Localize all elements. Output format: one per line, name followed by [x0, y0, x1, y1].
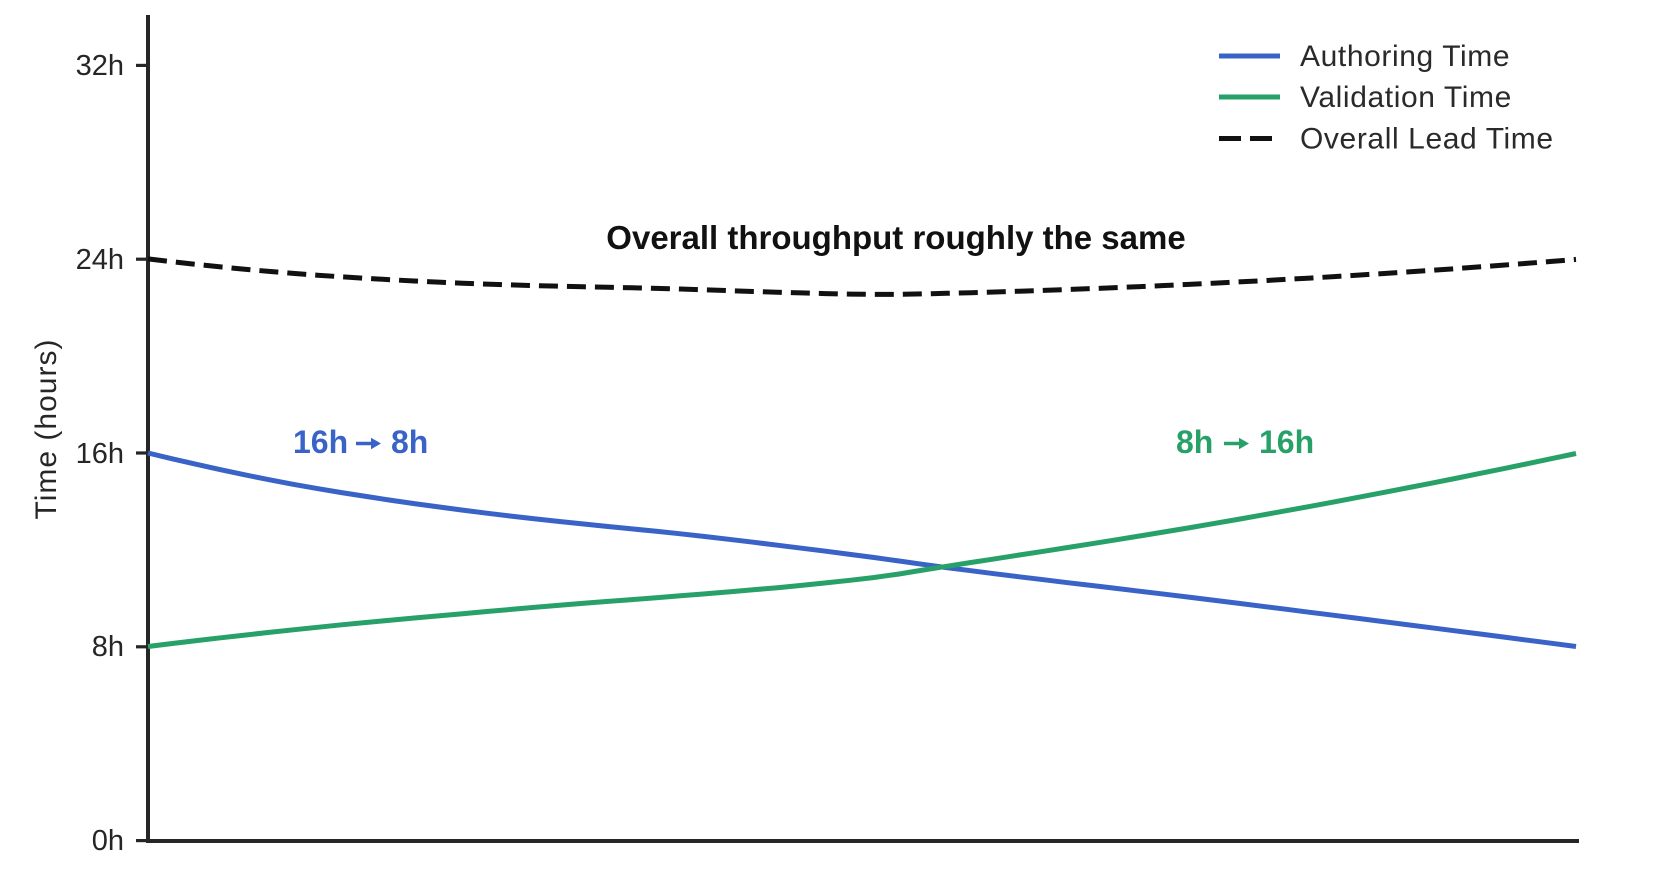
svg-text:0h: 0h [92, 825, 124, 857]
svg-text:16h: 16h [76, 438, 124, 470]
svg-text:8h: 8h [1176, 424, 1213, 460]
svg-text:32h: 32h [76, 50, 124, 82]
svg-text:Time (hours): Time (hours) [30, 339, 63, 520]
svg-text:Authoring Time: Authoring Time [1300, 40, 1510, 73]
svg-text:16h: 16h [293, 424, 348, 460]
svg-text:Overall throughput roughly the: Overall throughput roughly the same [606, 219, 1185, 256]
svg-text:8h: 8h [391, 424, 428, 460]
svg-text:8h: 8h [92, 631, 124, 663]
svg-text:16h: 16h [1259, 424, 1314, 460]
svg-text:24h: 24h [76, 244, 124, 276]
svg-text:Overall Lead Time: Overall Lead Time [1300, 123, 1554, 156]
svg-text:Validation Time: Validation Time [1300, 81, 1512, 114]
